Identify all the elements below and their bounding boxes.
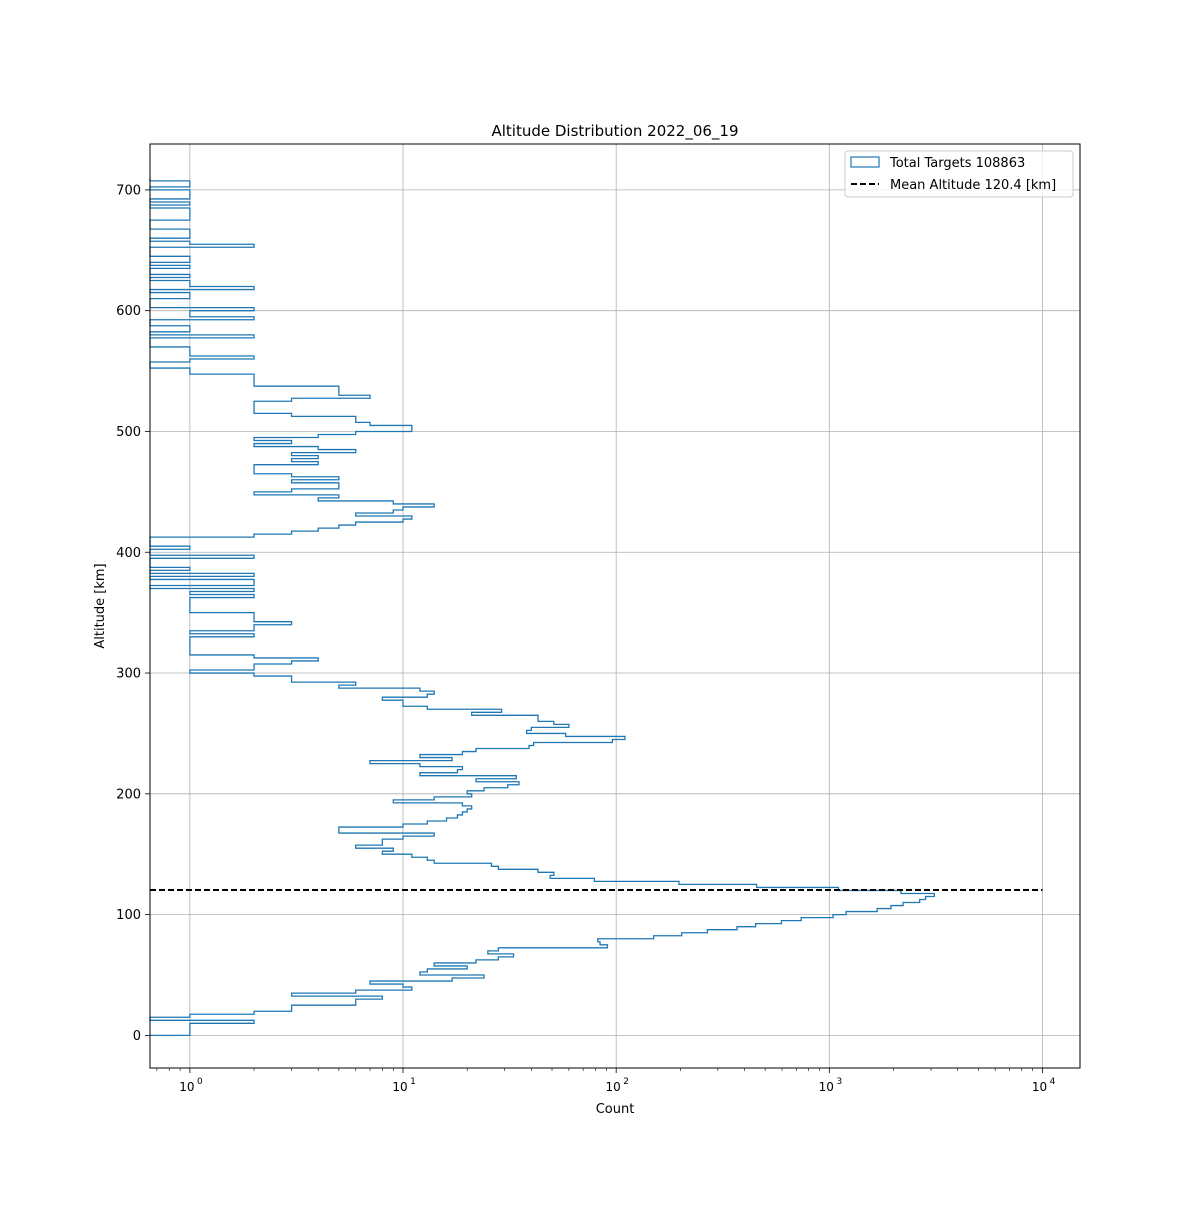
y-tick-label: 100 bbox=[116, 908, 141, 923]
y-tick-label: 0 bbox=[133, 1029, 141, 1044]
x-axis-label: Count bbox=[596, 1102, 635, 1117]
y-tick-label: 300 bbox=[116, 667, 141, 682]
grid-layer bbox=[150, 144, 1080, 1068]
plot-frame bbox=[149, 143, 1081, 1069]
y-tick-label: 500 bbox=[116, 425, 141, 440]
legend-histogram-label: Total Targets 108863 bbox=[889, 156, 1025, 171]
legend-box bbox=[844, 150, 1074, 198]
legend-mean-label: Mean Altitude 120.4 [km] bbox=[890, 178, 1056, 193]
y-tick-label: 600 bbox=[116, 304, 141, 319]
histogram-step-series bbox=[149, 177, 935, 1037]
x-tick-label: 10 bbox=[179, 1080, 194, 1094]
y-axis-label: Altitude [km] bbox=[93, 563, 108, 648]
x-tick-exponent: 4 bbox=[1050, 1077, 1056, 1087]
x-tick-exponent: 0 bbox=[197, 1077, 203, 1087]
x-tick-exponent: 1 bbox=[410, 1077, 416, 1087]
x-tick-label: 10 bbox=[1032, 1080, 1047, 1094]
x-tick-label: 10 bbox=[392, 1080, 407, 1094]
data-layer bbox=[149, 177, 1043, 1037]
chart-title: Altitude Distribution 2022_06_19 bbox=[491, 122, 738, 141]
y-tick-label: 200 bbox=[116, 787, 141, 802]
y-tick-label: 400 bbox=[116, 546, 141, 561]
x-tick-label: 10 bbox=[606, 1080, 621, 1094]
x-tick-exponent: 2 bbox=[623, 1077, 629, 1087]
y-tick-label: 700 bbox=[116, 183, 141, 198]
legend-histogram-swatch bbox=[850, 156, 880, 168]
x-tick-exponent: 3 bbox=[836, 1077, 842, 1087]
legend: Total Targets 108863 Mean Altitude 120.4… bbox=[844, 150, 1074, 198]
x-tick-label: 10 bbox=[819, 1080, 834, 1094]
